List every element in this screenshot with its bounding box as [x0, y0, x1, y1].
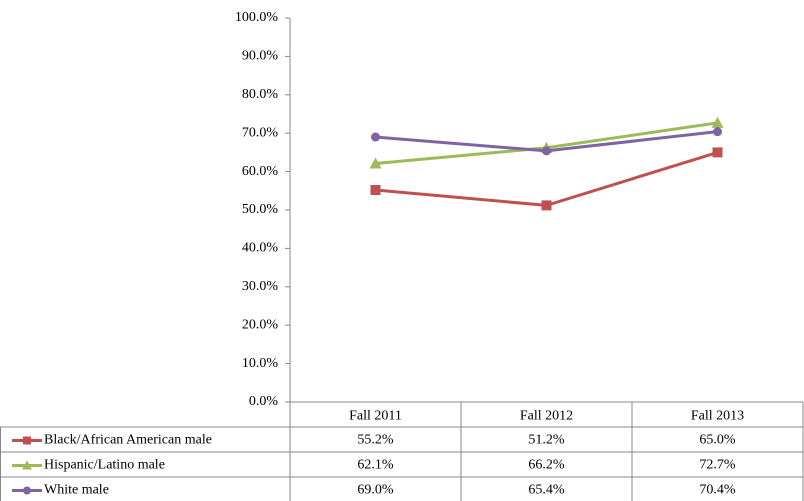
data-label: 72.7% [699, 458, 736, 473]
legend-label: White male [44, 483, 109, 498]
y-tick-label: 50.0% [242, 202, 279, 217]
y-tick-label: 0.0% [249, 394, 279, 409]
x-tick-label: Fall 2011 [349, 409, 402, 424]
data-label: 65.4% [528, 483, 565, 498]
marker [542, 146, 551, 156]
y-tick-label: 90.0% [242, 49, 279, 64]
data-label: 55.2% [357, 433, 394, 448]
y-tick-label: 20.0% [242, 317, 279, 332]
legend-label: Black/African American male [44, 433, 212, 448]
series-line [375, 150, 718, 207]
data-label: 70.4% [699, 483, 736, 498]
x-tick-label: Fall 2013 [691, 409, 744, 424]
legend-marker [22, 460, 32, 470]
y-tick-label: 30.0% [242, 279, 279, 294]
marker [713, 127, 722, 137]
data-label: 65.0% [699, 433, 736, 448]
marker [369, 157, 382, 169]
data-label: 51.2% [528, 433, 565, 448]
data-label: 66.2% [528, 458, 565, 473]
data-label: 69.0% [357, 483, 394, 498]
marker [371, 132, 380, 142]
y-tick-label: 10.0% [242, 356, 279, 371]
legend-label: Hispanic/Latino male [44, 458, 165, 473]
legend-marker [23, 436, 31, 445]
legend-marker [23, 486, 31, 495]
y-tick-label: 80.0% [242, 87, 279, 102]
y-tick-label: 40.0% [242, 241, 279, 256]
y-tick-label: 60.0% [242, 164, 279, 179]
marker [712, 147, 723, 158]
marker [711, 116, 724, 128]
y-tick-label: 100.0% [235, 10, 279, 25]
x-tick-label: Fall 2012 [520, 409, 573, 424]
marker [370, 185, 381, 196]
data-label: 62.1% [357, 458, 394, 473]
y-tick-label: 70.0% [242, 125, 279, 140]
marker [541, 200, 552, 211]
